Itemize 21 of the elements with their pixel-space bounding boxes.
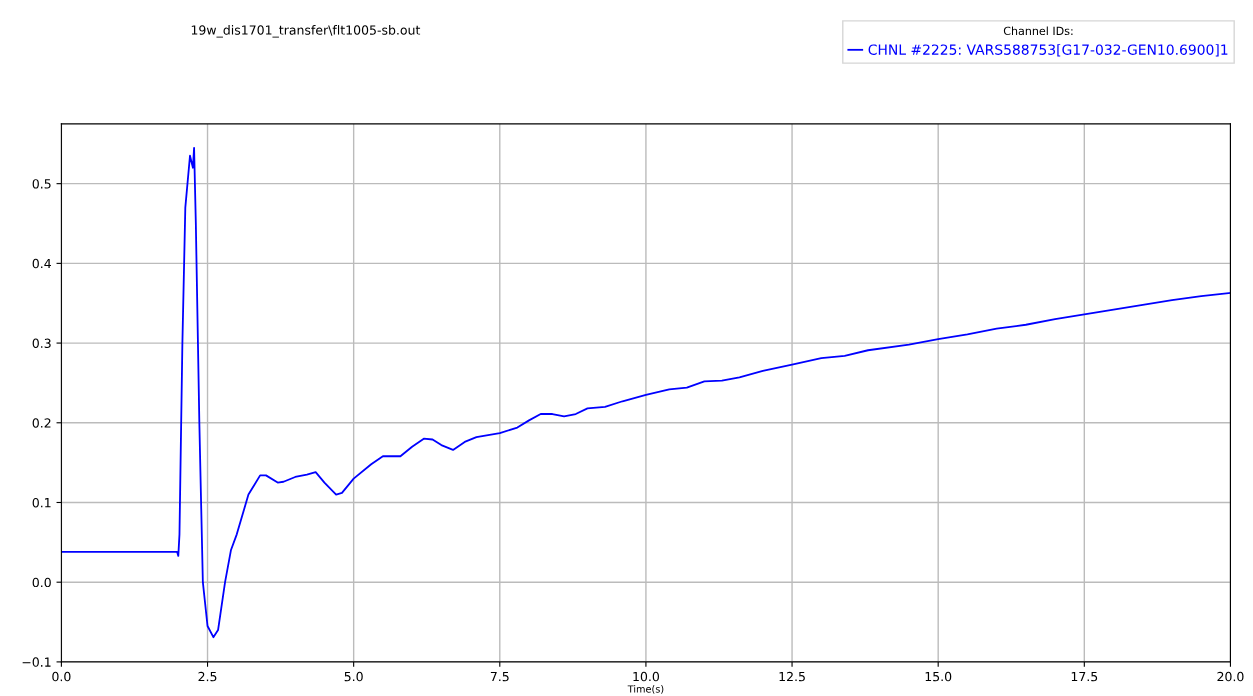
x-tick-label: 17.5: [1071, 672, 1098, 682]
x-tick-label: 0.0: [52, 671, 71, 682]
legend-title: Channel IDs:: [1003, 26, 1073, 36]
y-tick-label: 0.3: [32, 338, 51, 348]
x-tick-label: 5.0: [344, 671, 363, 682]
x-tick-label: 15.0: [925, 671, 952, 682]
legend-label: CHNL #2225: VARS588753[G17-032-GEN10.6900]1: [868, 44, 1228, 57]
y-tick-label: −0.1: [22, 657, 51, 667]
x-tick-label: 12.5: [779, 671, 805, 682]
y-tick-label: 0.5: [32, 179, 51, 189]
x-tick-label: 7.5: [490, 672, 509, 682]
line-series: [61, 146, 1231, 639]
y-tick-label: 0.2: [32, 418, 51, 428]
x-tick-label: 10.0: [633, 671, 660, 682]
y-tick-label: 0.1: [32, 497, 51, 508]
x-tick-label: 2.5: [198, 671, 217, 682]
chart-title: 19w_dis1701_transfer\flt1005-sb.out: [191, 25, 421, 38]
y-tick-label: 0.4: [32, 258, 51, 269]
y-tick-label: 0.0: [32, 577, 51, 588]
x-tick-label: 20.0: [1217, 671, 1244, 682]
x-axis-title: Time(s): [627, 685, 664, 694]
